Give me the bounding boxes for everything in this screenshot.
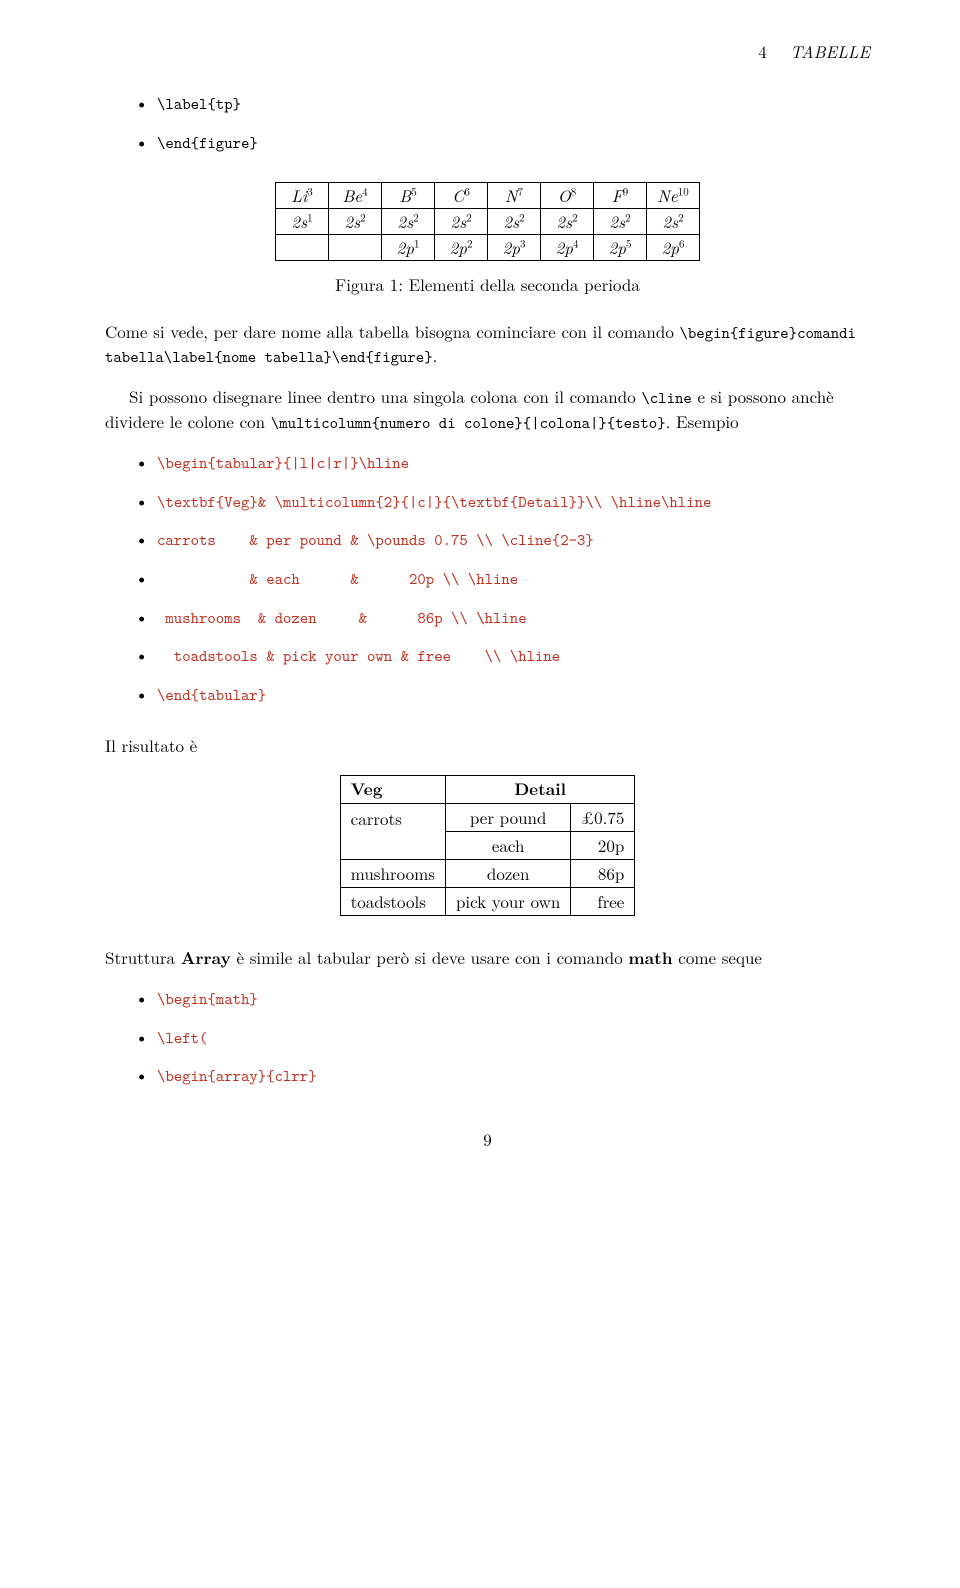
text: Si possono disegnare linee dentro una si… <box>129 384 641 408</box>
list-item: toadstools & pick your own & free \\ \hl… <box>135 643 870 668</box>
col-header: Detail <box>445 776 634 804</box>
result-label: Il risultato è <box>105 734 870 757</box>
cell: 2p5 <box>594 235 647 261</box>
cell: 2s2 <box>594 209 647 235</box>
code-text: \left( <box>157 1028 207 1049</box>
figure-caption: Figura 1: Elementi della seconda perioda <box>105 273 870 296</box>
paragraph: Si possono disegnare linee dentro una si… <box>105 385 870 434</box>
cell: pick your own <box>445 888 570 916</box>
code-bullets-2: \begin{math} \left( \begin{array}{clrr} <box>105 986 870 1088</box>
cell: Ne10 <box>647 183 700 209</box>
list-item: \textbf{Veg}& \multicolumn{2}{|c|}{\text… <box>135 489 870 514</box>
text: come seque <box>673 945 762 969</box>
code-text: & each & 20p \\ \hline <box>157 569 518 590</box>
cell: mushrooms <box>340 860 445 888</box>
cell <box>329 235 382 261</box>
cell: F9 <box>594 183 647 209</box>
cell: O8 <box>541 183 594 209</box>
cell: 2p2 <box>435 235 488 261</box>
table-row: each 20p <box>340 832 635 860</box>
list-item: \begin{array}{clrr} <box>135 1063 870 1088</box>
code-text: \cline <box>641 388 691 409</box>
cell: C6 <box>435 183 488 209</box>
section-title: TABELLE <box>790 39 870 63</box>
cell: dozen <box>445 860 570 888</box>
periodic-table-wrap: Li3Be4B5C6N7O8F9Ne10 2s12s22s22s22s22s22… <box>105 182 870 261</box>
veg-table-wrap: Veg Detail carrots per pound £0.75 each … <box>105 775 870 916</box>
code-bullets: \begin{tabular}{|l|c|r|}\hline \textbf{Ve… <box>105 450 870 706</box>
cell: 2p6 <box>647 235 700 261</box>
code-text: \begin{tabular}{|l|c|r|}\hline <box>157 453 409 474</box>
cell: 86p <box>571 860 635 888</box>
cell: 2s1 <box>276 209 329 235</box>
table-row: carrots per pound £0.75 <box>340 804 635 832</box>
table-row: Veg Detail <box>340 776 635 804</box>
veg-table: Veg Detail carrots per pound £0.75 each … <box>340 775 636 916</box>
cell: each <box>445 832 570 860</box>
list-item: \end{figure} <box>135 130 870 155</box>
table-row: Li3Be4B5C6N7O8F9Ne10 <box>276 183 700 209</box>
cell: 2p4 <box>541 235 594 261</box>
cell: B5 <box>382 183 435 209</box>
text: Come si vede, per dare nome alla tabella… <box>105 319 680 343</box>
code-text: \end{tabular} <box>157 685 266 706</box>
section-number: 4 <box>758 39 767 63</box>
page-header: 4 TABELLE <box>105 40 870 63</box>
text-bold: math <box>628 946 672 970</box>
list-item: carrots & per pound & \pounds 0.75 \\ \c… <box>135 527 870 552</box>
cell: 2p3 <box>488 235 541 261</box>
code-text: \begin{array}{clrr} <box>157 1066 317 1087</box>
col-header: Veg <box>340 776 445 804</box>
code-text: \label{tp} <box>157 94 241 115</box>
list-item: & each & 20p \\ \hline <box>135 566 870 591</box>
table-row: toadstools pick your own free <box>340 888 635 916</box>
cell <box>276 235 329 261</box>
cell: Li3 <box>276 183 329 209</box>
code-text: toadstools & pick your own & free \\ \hl… <box>157 646 560 667</box>
cell: 2s2 <box>647 209 700 235</box>
cell: per pound <box>445 804 570 832</box>
text: . Esempio <box>666 409 739 433</box>
cell <box>340 832 445 860</box>
list-item: mushrooms & dozen & 86p \\ \hline <box>135 605 870 630</box>
code-text: mushrooms & dozen & 86p \\ \hline <box>157 608 527 629</box>
page-number: 9 <box>105 1128 870 1151</box>
table-row: mushrooms dozen 86p <box>340 860 635 888</box>
cell: 20p <box>571 832 635 860</box>
table-row: 2s12s22s22s22s22s22s22s2 <box>276 209 700 235</box>
cell: 2s2 <box>435 209 488 235</box>
text: è simile al tabular però si deve usare c… <box>231 945 629 969</box>
text: Struttura <box>105 945 181 969</box>
cell: Be4 <box>329 183 382 209</box>
cell: 2p1 <box>382 235 435 261</box>
paragraph: Come si vede, per dare nome alla tabella… <box>105 320 870 369</box>
cell: toadstools <box>340 888 445 916</box>
paragraph: Struttura Array è simile al tabular però… <box>105 946 870 970</box>
list-item: \label{tp} <box>135 91 870 116</box>
text: . <box>433 343 438 367</box>
cell: £0.75 <box>571 804 635 832</box>
list-item: \begin{math} <box>135 986 870 1011</box>
periodic-table: Li3Be4B5C6N7O8F9Ne10 2s12s22s22s22s22s22… <box>275 182 700 261</box>
cell: free <box>571 888 635 916</box>
code-text: \multicolumn{numero di colone}{|colona|}… <box>271 413 666 434</box>
cell: 2s2 <box>541 209 594 235</box>
list-item: \left( <box>135 1025 870 1050</box>
cell: 2s2 <box>329 209 382 235</box>
cell: N7 <box>488 183 541 209</box>
text-bold: Array <box>181 946 231 970</box>
list-item: \end{tabular} <box>135 682 870 707</box>
bullets-top: \label{tp} \end{figure} <box>105 91 870 154</box>
table-row: 2p12p22p32p42p52p6 <box>276 235 700 261</box>
cell: 2s2 <box>488 209 541 235</box>
code-text: \textbf{Veg}& \multicolumn{2}{|c|}{\text… <box>157 492 711 513</box>
list-item: \begin{tabular}{|l|c|r|}\hline <box>135 450 870 475</box>
code-text: \end{figure} <box>157 133 258 154</box>
code-text: \begin{math} <box>157 989 258 1010</box>
code-text: carrots & per pound & \pounds 0.75 \\ \c… <box>157 530 594 551</box>
cell: carrots <box>340 804 445 832</box>
cell: 2s2 <box>382 209 435 235</box>
